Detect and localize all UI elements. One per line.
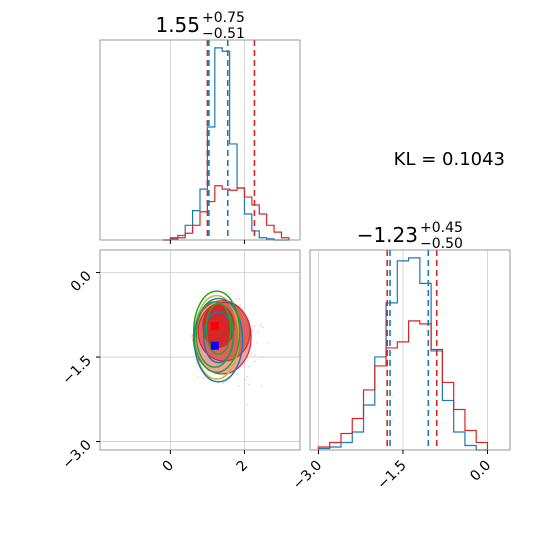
title-p2-err-minus: −0.50 <box>420 236 463 252</box>
joint-sample-dot <box>235 297 238 300</box>
joint-marker-0 <box>210 341 219 350</box>
title-p2: −1.23 <box>357 223 418 247</box>
joint-green-contour-2 <box>205 302 232 355</box>
joint-sample-dot <box>256 341 259 344</box>
joint-x-tick-label-0: 0 <box>160 458 178 476</box>
joint-sample-dot <box>254 324 257 327</box>
joint-sample-dot <box>246 375 249 378</box>
title-p2-median: −1.23 <box>357 223 418 247</box>
joint-sample-dot <box>257 331 259 334</box>
p1-frame <box>99 39 301 241</box>
joint-green-contour-0 <box>192 290 241 374</box>
joint-frame <box>99 249 301 451</box>
p1-hist-blue <box>162 47 289 241</box>
joint-sample-dot <box>260 385 263 388</box>
p2-hist-red <box>317 320 489 450</box>
joint-sample-dot <box>236 373 239 376</box>
joint-sample-dot <box>248 365 251 368</box>
title-p2-err-plus: +0.45 <box>420 220 463 236</box>
joint-sample-dot <box>259 325 262 328</box>
histogram-p1-panel <box>99 39 301 244</box>
joint-sample-dot <box>243 364 246 367</box>
joint-sample-dot <box>259 323 262 326</box>
joint-sample-dot <box>266 341 269 344</box>
joint-sample-dot <box>237 384 240 387</box>
joint-y-tick-label-2: −3.0 <box>59 437 94 472</box>
joint-sample-dot <box>196 376 199 379</box>
joint-sample-dot <box>190 335 193 337</box>
joint-sample-dot <box>243 378 246 381</box>
joint-sample-dot <box>250 352 253 355</box>
title-p1-err-plus: +0.75 <box>202 10 245 26</box>
joint-marker-1 <box>210 322 219 331</box>
joint-density-panel: 0 2 0.0 −1.5 −3.0 <box>59 249 301 476</box>
joint-sample-dot <box>247 383 250 386</box>
joint-sample-dot <box>221 382 224 385</box>
joint-sample-dot <box>261 356 264 359</box>
joint-sample-dot <box>202 377 204 380</box>
p2-frame <box>309 249 511 451</box>
joint-green-contour-1 <box>195 301 235 368</box>
p2-x-tick-label-1: −1.5 <box>374 458 409 493</box>
title-p1-err-minus: −0.51 <box>202 26 245 42</box>
p2-x-tick-label-0: −3.0 <box>290 458 325 493</box>
kl-annotation: KL = 0.1043 <box>394 149 505 170</box>
joint-x-tick-label-1: 2 <box>234 458 252 476</box>
joint-sample-dot <box>262 326 264 329</box>
joint-sample-dot <box>251 325 254 328</box>
joint-sample-dot <box>254 354 257 357</box>
joint-sample-dot <box>239 303 242 306</box>
joint-sample-dot <box>238 298 241 300</box>
joint-sample-dot <box>254 360 256 363</box>
p1-hist-red <box>162 185 290 241</box>
title-p1-median: 1.55 <box>155 13 200 37</box>
title-p1: 1.55 <box>155 13 200 37</box>
p2-x-tick-label-2: 0.0 <box>467 458 494 485</box>
histogram-p2-panel: −3.0 −1.5 0.0 <box>290 249 511 493</box>
joint-sample-dot <box>246 403 249 406</box>
joint-y-tick-label-1: −1.5 <box>59 353 94 388</box>
joint-y-tick-label-0: 0.0 <box>68 268 95 295</box>
